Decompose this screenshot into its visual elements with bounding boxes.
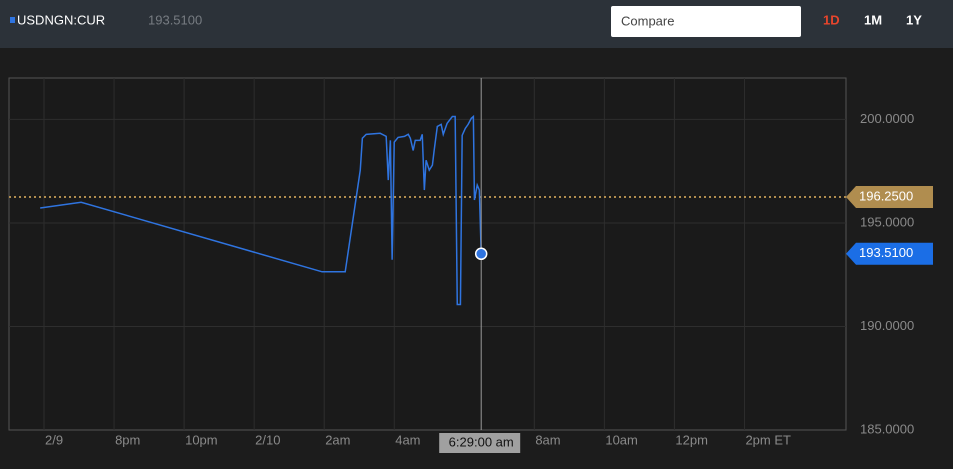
last-price: 193.5100: [148, 12, 202, 27]
last-badge: [846, 242, 933, 265]
reference-label: 196.2500: [859, 188, 913, 203]
reference-badge: [846, 186, 933, 209]
last-label: 193.5100: [859, 245, 913, 260]
price-line: [40, 114, 482, 306]
x-tick-label: 4am: [395, 432, 420, 447]
y-tick-label: 195.0000: [860, 214, 914, 229]
range-button[interactable]: 1Y: [906, 12, 922, 27]
x-tick-label: 8am: [535, 432, 560, 447]
x-tick-label: 2/9: [45, 432, 63, 447]
header-bar: [0, 0, 953, 48]
x-tick-label: 2pm ET: [745, 432, 791, 447]
x-tick-label: 2am: [325, 432, 350, 447]
range-button[interactable]: 1M: [864, 12, 882, 27]
y-tick-label: 200.0000: [860, 111, 914, 126]
crosshair-label: 6:29:00 am: [449, 434, 514, 449]
x-tick-label: 10am: [605, 432, 638, 447]
x-tick-label: 2/10: [255, 432, 280, 447]
crosshair-badge: [439, 433, 521, 453]
symbol-marker: [10, 17, 15, 23]
range-button[interactable]: 1D: [823, 12, 840, 27]
compare-placeholder[interactable]: Compare: [621, 13, 674, 28]
last-point: [474, 247, 488, 261]
plot-area: [8, 77, 847, 431]
x-tick-label: 12pm: [675, 432, 708, 447]
y-tick-label: 190.0000: [860, 318, 914, 333]
y-tick-label: 185.0000: [860, 421, 914, 436]
x-tick-label: 10pm: [185, 432, 218, 447]
symbol: USDNGN:CUR: [17, 12, 105, 27]
compare-input[interactable]: [611, 6, 801, 37]
x-tick-label: 8pm: [115, 432, 140, 447]
